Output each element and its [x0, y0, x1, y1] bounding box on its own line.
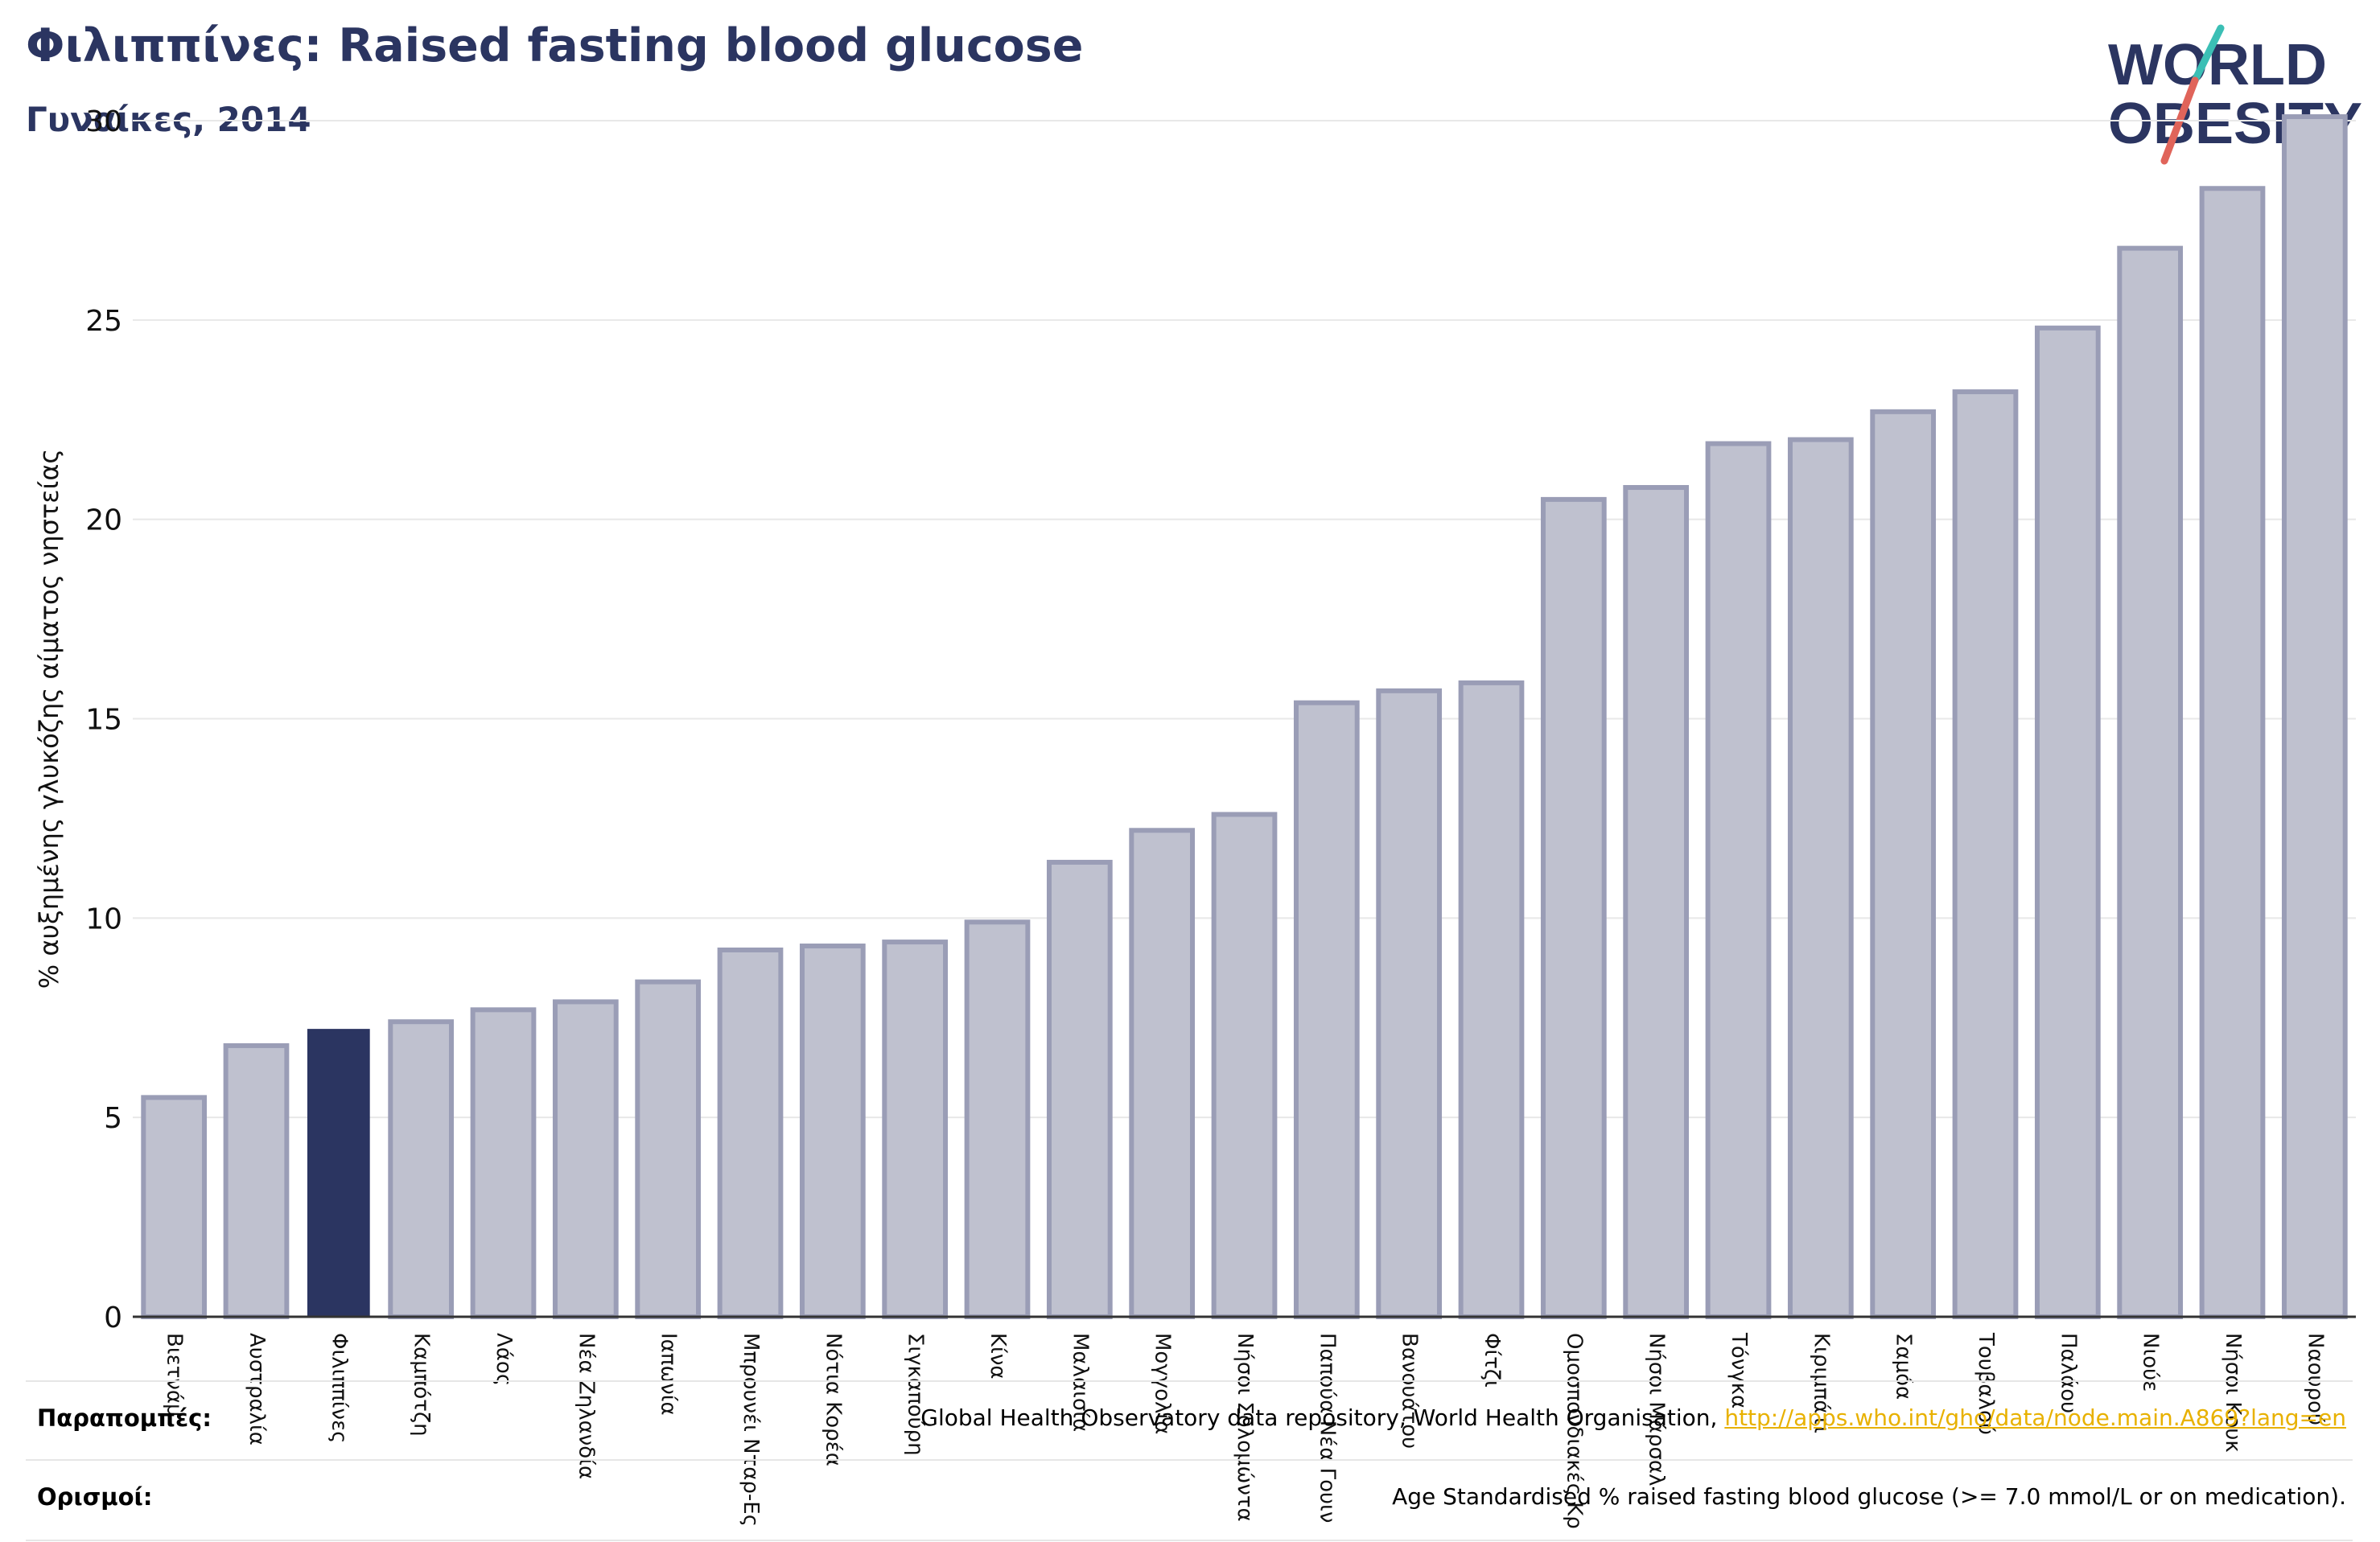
bar	[1458, 680, 1525, 1319]
x-tick-label: Παπούα Νέα Γουιν	[1315, 1333, 1339, 1523]
y-tick-label: 30	[85, 105, 122, 138]
x-tick-label: Νέα Ζηλανδία	[574, 1333, 598, 1479]
x-tick-label: Τόνγκα	[1727, 1332, 1751, 1408]
y-axis-title: % αυξημένης γλυκόζης αίματος νηστείας	[34, 449, 64, 989]
y-tick-label: 15	[85, 704, 122, 737]
x-tick-label: Βανουάτου	[1398, 1333, 1422, 1449]
bar	[388, 1019, 455, 1319]
bar	[1952, 389, 2019, 1319]
bar	[1787, 437, 1854, 1319]
bar	[141, 1095, 208, 1319]
bar	[1376, 688, 1443, 1319]
x-tick-label: Νήσοι Σολομώντα	[1233, 1333, 1257, 1522]
bar	[1293, 700, 1360, 1319]
page-title: Φιλιππίνες: Raised fasting blood glucose	[26, 19, 1084, 72]
logo-slash-teal	[2191, 24, 2225, 84]
bar	[307, 1029, 370, 1318]
y-tick-label: 0	[104, 1301, 122, 1334]
bar	[882, 940, 949, 1320]
y-tick-label: 20	[85, 504, 122, 537]
x-tick-label: Καμπότζη	[410, 1333, 434, 1437]
x-tick-label: Νιούε	[2139, 1333, 2163, 1392]
bar	[1211, 812, 1278, 1319]
bar	[2117, 245, 2184, 1320]
bar	[1129, 828, 1196, 1319]
x-tick-label: Ομοσπονδιακές Κρ	[1562, 1333, 1586, 1529]
footer-definitions-row: Ορισμοί: Age Standardised % raised fasti…	[26, 1459, 2353, 1541]
x-tick-label: Μογγολία	[1151, 1333, 1175, 1434]
sources-link[interactable]: http://apps.who.int/gho/data/node.main.A…	[1724, 1404, 2346, 1431]
x-tick-label: Παλάου	[2056, 1333, 2080, 1413]
footer-sources-row: Παραπομπές: Global Health Observatory da…	[26, 1380, 2353, 1461]
x-tick-label: Φίτζι	[1480, 1333, 1504, 1388]
x-tick-label: Νήσοι Κουκ	[2221, 1333, 2245, 1453]
sources-description: Global Health Observatory data repositor…	[920, 1404, 1725, 1431]
x-tick-label: Ιαπωνία	[657, 1333, 681, 1416]
bar	[635, 979, 702, 1319]
x-tick-label: Μπρουνέι Νταρ-Ες	[739, 1333, 763, 1527]
page-subtitle: Γυναίκες, 2014	[26, 100, 311, 139]
x-tick-label: Λάος	[492, 1333, 516, 1386]
bar	[552, 999, 619, 1319]
x-tick-label: Τουβαλού	[1974, 1332, 1998, 1435]
x-tick-label: Κίνα	[986, 1333, 1010, 1380]
x-tick-label: Βιετνάμ	[163, 1333, 187, 1417]
bar	[1870, 409, 1937, 1319]
x-tick-label: Σιγκαπούρη	[904, 1333, 928, 1456]
bar	[470, 1007, 537, 1319]
x-tick-label: Σαμόα	[1892, 1333, 1916, 1400]
bar	[2281, 114, 2348, 1319]
bar	[799, 944, 866, 1320]
x-tick-label: Ναουρού	[2303, 1333, 2327, 1425]
sources-label: Παραπομπές:	[37, 1404, 212, 1432]
x-tick-label: Κιριμπάτι	[1809, 1333, 1833, 1433]
bar	[1540, 496, 1607, 1319]
x-tick-label: Νότια Κορέα	[821, 1333, 845, 1466]
x-tick-label: Μαλαισία	[1068, 1333, 1092, 1432]
x-tick-label: Αυστραλία	[245, 1333, 269, 1445]
definitions-label: Ορισμοί:	[37, 1483, 153, 1511]
sources-text: Global Health Observatory data repositor…	[920, 1404, 2346, 1431]
bar	[964, 919, 1031, 1320]
x-tick-label: Φιλιππίνες	[327, 1333, 351, 1443]
bar	[2034, 325, 2101, 1319]
bar	[2199, 186, 2266, 1320]
y-tick-label: 25	[85, 305, 122, 338]
bar	[1623, 485, 1690, 1319]
bar	[1705, 441, 1772, 1319]
bar	[717, 947, 784, 1320]
y-tick-label: 5	[104, 1102, 122, 1135]
y-tick-label: 10	[85, 903, 122, 935]
bar	[223, 1042, 290, 1319]
bar	[1046, 859, 1113, 1319]
definitions-text: Age Standardised % raised fasting blood …	[1392, 1483, 2346, 1510]
logo-line-world: WORLD	[2108, 33, 2327, 97]
